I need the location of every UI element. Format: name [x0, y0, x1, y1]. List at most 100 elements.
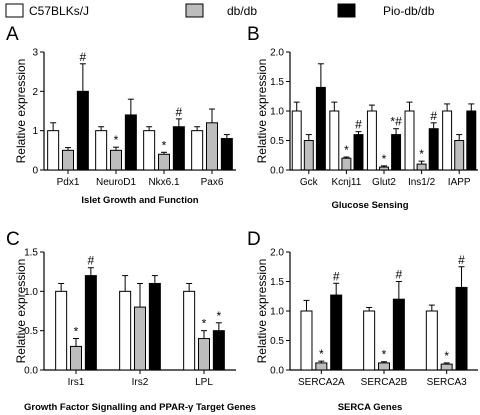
legend-swatch-pio-dbdb	[337, 3, 356, 18]
y-tick-label: 0.5	[270, 136, 284, 147]
bar-irs1-pio-db-db	[84, 275, 97, 371]
y-axis-label: Relative expression	[14, 259, 28, 364]
x-tick-label-pax6: Pax6	[201, 177, 224, 188]
bar-iapp-pio-db-db	[466, 110, 477, 171]
bar-lpl-db-db	[198, 338, 210, 371]
legend-label-dbdb: db/db	[227, 4, 257, 18]
bar-neurod1-c57blks-j	[95, 130, 108, 171]
panel-letter-c: C	[6, 229, 20, 250]
y-tick-label: 1.0	[270, 307, 284, 318]
significance-marker: *	[217, 309, 222, 323]
legend-label-pio-dbdb: Pio-db/db	[383, 4, 435, 18]
bar-pdx1-db-db	[62, 149, 74, 171]
y-tick-label: 0	[32, 166, 38, 177]
y-tick-label: 2.0	[270, 248, 284, 259]
x-tick-label-nkx6-1: Nkx6.1	[148, 177, 180, 188]
bar-kcnj11-db-db	[341, 157, 352, 171]
y-axis-label: Relative expression	[255, 59, 269, 164]
bar-iapp-db-db	[454, 140, 465, 171]
panel-a: A Relative expression 0 1 2 3 # Pdx1 * NeuroD1 * # N…	[6, 24, 236, 206]
bar-glut2-c57blks-j	[366, 110, 377, 171]
bar-serca2a-pio-db-db	[330, 294, 343, 371]
bar-irs1-c57blks-j	[55, 290, 68, 371]
y-tick-label: 0.0	[24, 366, 38, 377]
bar-serca3-db-db	[440, 363, 453, 371]
y-tick-label: 2	[32, 87, 38, 98]
bar-pax6-pio-db-db	[220, 138, 233, 171]
panel-caption: Growth Factor Signalling and PPAR-γ Targ…	[24, 402, 256, 413]
y-tick-label: 1.5	[270, 77, 284, 88]
bar-pdx1-pio-db-db	[76, 90, 89, 171]
bar-gck-db-db	[303, 140, 314, 171]
panel-caption: Islet Growth and Function	[81, 195, 198, 206]
significance-marker: *	[319, 347, 324, 361]
bar-glut2-db-db	[379, 166, 389, 171]
panel-letter-d: D	[247, 229, 261, 250]
y-tick-label: 0.0	[270, 166, 284, 177]
y-tick-label: 1.0	[24, 287, 38, 298]
significance-marker: *	[162, 138, 167, 152]
bar-irs2-c57blks-j	[119, 290, 132, 371]
bar-irs2-db-db	[134, 306, 146, 371]
y-axis-label: Relative expression	[14, 59, 28, 164]
x-tick-label-irs2: Irs2	[132, 377, 149, 388]
significance-marker: #	[355, 118, 362, 132]
significance-marker: *	[382, 152, 387, 166]
significance-marker: #	[176, 105, 183, 119]
significance-marker: #	[458, 253, 465, 267]
bar-glut2-pio-db-db	[391, 134, 402, 171]
panel-c: C Relative expression 0.0 0.5 1.0 1.5 * # Irs1 Ir…	[6, 229, 256, 413]
x-tick-label-gck: Gck	[300, 177, 319, 188]
y-tick-label: 1.0	[270, 107, 284, 118]
legend-label-c57blks: C57BLKs/J	[29, 4, 89, 18]
x-tick-label-serca2a: SERCA2A	[298, 377, 345, 388]
bar-serca2b-pio-db-db	[392, 298, 405, 371]
bar-serca3-c57blks-j	[425, 310, 438, 371]
bar-ins1-2-pio-db-db	[428, 128, 439, 171]
bar-neurod1-pio-db-db	[124, 114, 137, 171]
x-tick-label-irs1: Irs1	[68, 377, 85, 388]
bar-iapp-c57blks-j	[442, 110, 453, 171]
significance-marker: #	[396, 268, 403, 282]
y-tick-label: 1.5	[270, 277, 284, 288]
bar-gck-pio-db-db	[315, 86, 326, 171]
bar-nkx6-1-c57blks-j	[143, 130, 156, 171]
y-tick-label: 0.5	[24, 326, 38, 337]
significance-marker: *	[344, 143, 349, 157]
y-axis-label: Relative expression	[255, 259, 269, 364]
significance-marker: #	[80, 50, 87, 64]
panel-caption: Glucose Sensing	[331, 200, 408, 211]
x-tick-label-glut2: Glut2	[372, 177, 396, 188]
bar-nkx6-1-db-db	[158, 153, 170, 171]
significance-marker: #	[88, 254, 95, 268]
y-tick-label: 0.0	[270, 366, 284, 377]
legend: C57BLKs/J db/db Pio-db/db	[5, 3, 435, 18]
significance-marker: #	[333, 269, 340, 283]
x-tick-label-lpl: LPL	[195, 377, 213, 388]
x-tick-label-serca2b: SERCA2B	[361, 377, 408, 388]
bar-serca2b-c57blks-j	[363, 310, 376, 371]
bar-ins1-2-c57blks-j	[404, 110, 415, 171]
panel-letter-b: B	[247, 24, 260, 45]
bar-serca2b-db-db	[378, 362, 390, 371]
bar-ins1-2-db-db	[416, 163, 427, 171]
significance-marker: *	[382, 348, 387, 362]
x-tick-label-ins1-2: Ins1/2	[408, 177, 436, 188]
legend-swatch-c57blks	[5, 3, 24, 18]
significance-marker: *#	[390, 115, 402, 129]
significance-marker: *	[202, 317, 207, 331]
panel-letter-a: A	[6, 24, 19, 45]
significance-marker: *	[114, 133, 119, 147]
bar-irs2-pio-db-db	[148, 282, 161, 371]
x-tick-label-iapp: IAPP	[448, 177, 471, 188]
bar-pax6-c57blks-j	[191, 130, 204, 171]
x-tick-label-kcnj11: Kcnj11	[331, 177, 361, 188]
significance-marker: *	[74, 325, 79, 339]
bar-kcnj11-pio-db-db	[353, 134, 364, 171]
x-tick-label-neurod1: NeuroD1	[96, 177, 136, 188]
legend-swatch-dbdb	[185, 3, 204, 18]
y-tick-label: 1	[32, 126, 38, 137]
